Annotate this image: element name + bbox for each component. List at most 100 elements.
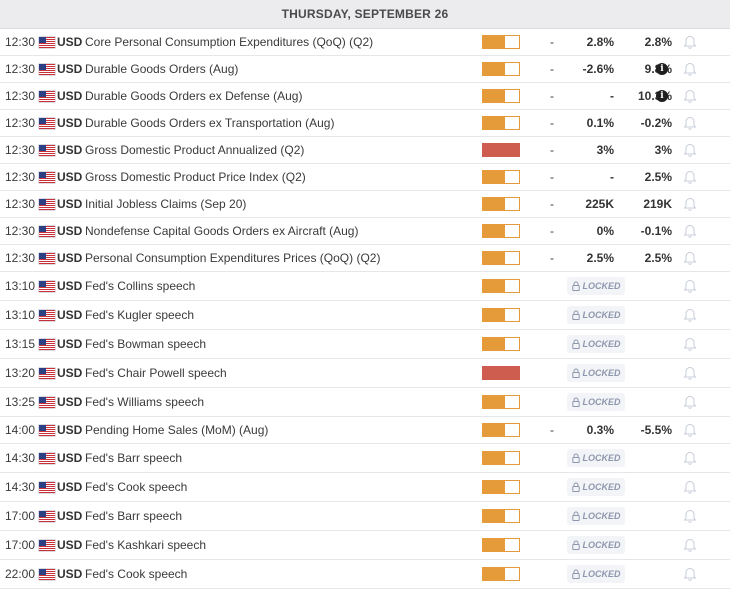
event-name[interactable]: Durable Goods Orders ex Transportation (… — [85, 116, 335, 130]
event-row[interactable]: 12:30 USD Durable Goods Orders (Aug) - -2.6%… — [0, 56, 730, 83]
actual-value: - — [550, 116, 554, 130]
event-row[interactable]: 12:30 USD Gross Domestic Product Price Ind… — [0, 164, 730, 191]
event-name[interactable]: Durable Goods Orders ex Defense (Aug) — [85, 89, 303, 103]
event-name[interactable]: Gross Domestic Product Price Index (Q2) — [85, 170, 306, 184]
consensus-value: 0.1% — [586, 116, 614, 130]
bell-icon[interactable] — [683, 337, 697, 352]
event-name[interactable]: Fed's Barr speech — [85, 451, 183, 465]
event-row[interactable]: 22:00 USD Fed's Cook speech LOCKED — [0, 560, 730, 589]
event-time: 12:30 — [5, 62, 36, 76]
event-name[interactable]: Fed's Kugler speech — [85, 308, 195, 322]
event-row[interactable]: 13:15 USD Fed's Bowman speech LOCKED — [0, 330, 730, 359]
bell-icon[interactable] — [683, 279, 697, 294]
event-name[interactable]: Fed's Collins speech — [85, 279, 196, 293]
consensus-value: - — [610, 89, 614, 103]
actual-value: - — [550, 197, 554, 211]
event-name[interactable]: Fed's Bowman speech — [85, 337, 207, 351]
bell-icon[interactable] — [683, 62, 697, 77]
event-row[interactable]: 17:00 USD Fed's Barr speech LOCKED — [0, 502, 730, 531]
event-row[interactable]: 14:30 USD Fed's Barr speech LOCKED — [0, 444, 730, 473]
lock-icon — [571, 339, 580, 349]
previous-value: 219K — [643, 197, 672, 211]
consensus-value: 2.5% — [586, 251, 614, 265]
event-name[interactable]: Fed's Williams speech — [85, 395, 204, 409]
bell-icon[interactable] — [683, 251, 697, 266]
event-time: 12:30 — [5, 143, 36, 157]
lock-icon — [571, 453, 580, 463]
event-time: 13:20 — [5, 366, 36, 380]
event-row[interactable]: 12:30 USD Gross Domestic Product Annualize… — [0, 137, 730, 164]
event-row[interactable]: 12:30 USD Initial Jobless Claims (Sep 20) -… — [0, 191, 730, 218]
locked-badge[interactable]: LOCKED — [567, 277, 625, 295]
event-time: 17:00 — [5, 509, 36, 523]
locked-badge[interactable]: LOCKED — [567, 478, 625, 496]
bell-icon[interactable] — [683, 538, 697, 553]
bell-icon[interactable] — [683, 197, 697, 212]
event-row[interactable]: 17:00 USD Fed's Kashkari speech LOCKED — [0, 531, 730, 560]
event-name[interactable]: Pending Home Sales (MoM) (Aug) — [85, 423, 269, 437]
actual-value: - — [550, 224, 554, 238]
event-row[interactable]: 13:25 USD Fed's Williams speech LOCKED — [0, 388, 730, 417]
impact-medium-indicator — [482, 251, 520, 265]
event-row[interactable]: 13:10 USD Fed's Kugler speech LOCKED — [0, 301, 730, 330]
event-row[interactable]: 13:10 USD Fed's Collins speech LOCKED — [0, 272, 730, 301]
bell-icon[interactable] — [683, 366, 697, 381]
bell-icon[interactable] — [683, 89, 697, 104]
locked-badge[interactable]: LOCKED — [567, 306, 625, 324]
lock-icon — [571, 511, 580, 521]
event-name[interactable]: Nondefense Capital Goods Orders ex Aircr… — [85, 224, 359, 238]
bell-icon[interactable] — [683, 35, 697, 50]
event-name[interactable]: Fed's Cook speech — [85, 480, 188, 494]
event-row[interactable]: 12:30 USD Core Personal Consumption Expend… — [0, 29, 730, 56]
bell-icon[interactable] — [683, 308, 697, 323]
us-flag-icon — [39, 225, 55, 237]
event-row[interactable]: 12:30 USD Durable Goods Orders ex Defense … — [0, 83, 730, 110]
event-name[interactable]: Gross Domestic Product Annualized (Q2) — [85, 143, 305, 157]
bell-icon[interactable] — [683, 567, 697, 582]
bell-icon[interactable] — [683, 509, 697, 524]
locked-badge[interactable]: LOCKED — [567, 536, 625, 554]
bell-icon[interactable] — [683, 170, 697, 185]
info-icon[interactable]: i — [656, 90, 668, 102]
event-name[interactable]: Fed's Barr speech — [85, 509, 183, 523]
bell-icon[interactable] — [683, 116, 697, 131]
event-row[interactable]: 14:00 USD Pending Home Sales (MoM) (Aug) - 0… — [0, 417, 730, 444]
locked-badge[interactable]: LOCKED — [567, 393, 625, 411]
lock-icon — [571, 281, 580, 291]
previous-value: -0.1% — [640, 224, 672, 238]
event-row[interactable]: 12:30 USD Durable Goods Orders ex Transpor… — [0, 110, 730, 137]
lock-icon — [571, 482, 580, 492]
event-name[interactable]: Core Personal Consumption Expenditures (… — [85, 35, 374, 49]
event-name[interactable]: Personal Consumption Expenditures Prices… — [85, 251, 381, 265]
event-name[interactable]: Fed's Chair Powell speech — [85, 366, 227, 380]
locked-badge[interactable]: LOCKED — [567, 507, 625, 525]
locked-badge[interactable]: LOCKED — [567, 449, 625, 467]
event-name[interactable]: Initial Jobless Claims (Sep 20) — [85, 197, 247, 211]
bell-icon[interactable] — [683, 423, 697, 438]
event-row[interactable]: 13:20 USD Fed's Chair Powell speech LOCKED — [0, 359, 730, 388]
event-name[interactable]: Fed's Cook speech — [85, 567, 188, 581]
locked-badge[interactable]: LOCKED — [567, 335, 625, 353]
us-flag-icon — [39, 252, 55, 264]
event-time: 17:00 — [5, 538, 36, 552]
bell-icon[interactable] — [683, 480, 697, 495]
event-row[interactable]: 14:30 USD Fed's Cook speech LOCKED — [0, 473, 730, 502]
impact-high-indicator — [482, 366, 520, 380]
event-row[interactable]: 12:30 USD Personal Consumption Expenditure… — [0, 245, 730, 272]
event-row[interactable]: 12:30 USD Nondefense Capital Goods Orders … — [0, 218, 730, 245]
impact-medium-indicator — [482, 567, 520, 581]
locked-badge[interactable]: LOCKED — [567, 565, 625, 583]
bell-icon[interactable] — [683, 395, 697, 410]
event-name[interactable]: Fed's Kashkari speech — [85, 538, 207, 552]
locked-label: LOCKED — [582, 453, 621, 463]
bell-icon[interactable] — [683, 224, 697, 239]
event-name[interactable]: Durable Goods Orders (Aug) — [85, 62, 239, 76]
locked-label: LOCKED — [582, 281, 621, 291]
info-icon[interactable]: i — [656, 63, 668, 75]
bell-icon[interactable] — [683, 143, 697, 158]
currency-code: USD — [57, 567, 83, 581]
locked-badge[interactable]: LOCKED — [567, 364, 625, 382]
actual-value: - — [550, 170, 554, 184]
bell-icon[interactable] — [683, 451, 697, 466]
event-time: 13:10 — [5, 279, 36, 293]
